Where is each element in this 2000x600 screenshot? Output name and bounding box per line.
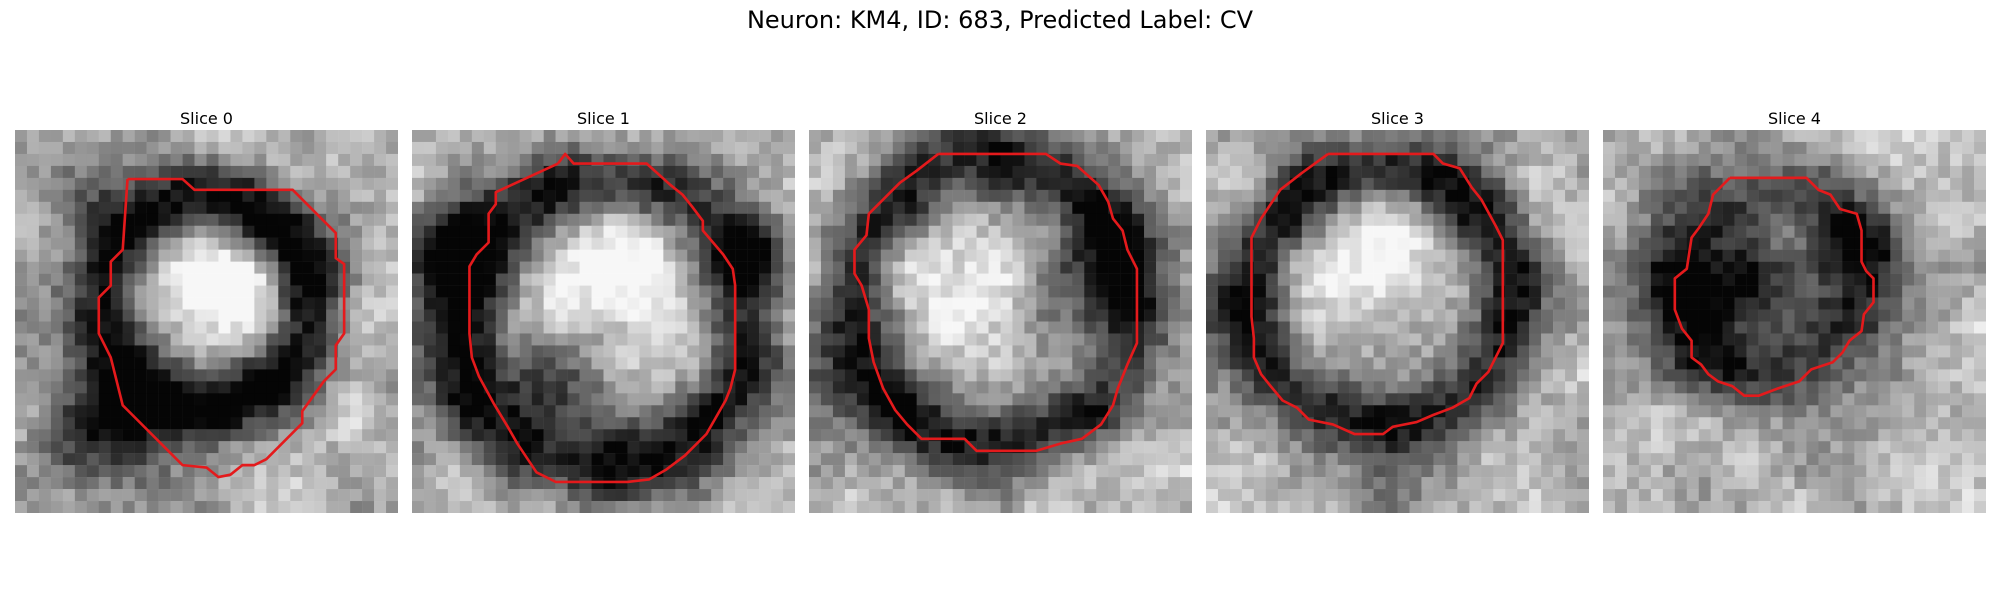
slice-image-svg	[1206, 130, 1589, 513]
slice-panel-2: Slice 2	[809, 108, 1192, 513]
slice-image-svg	[412, 130, 795, 513]
slice-image-svg	[1603, 130, 1986, 513]
slice-image	[15, 130, 398, 513]
slice-image	[1603, 130, 1986, 513]
slice-title: Slice 3	[1371, 109, 1424, 128]
slice-panel-3: Slice 3	[1206, 108, 1589, 513]
segmentation-contour	[1250, 152, 1505, 436]
slice-image-svg	[809, 130, 1192, 513]
slice-title: Slice 0	[180, 109, 233, 128]
segmentation-contour	[468, 152, 737, 484]
slice-panel-1: Slice 1	[412, 108, 795, 513]
slice-image	[809, 130, 1192, 513]
slice-image	[1206, 130, 1589, 513]
slice-title: Slice 1	[577, 109, 630, 128]
segmentation-contour	[97, 177, 346, 479]
slice-image	[412, 130, 795, 513]
slice-panel-4: Slice 4	[1603, 108, 1986, 513]
slice-title: Slice 4	[1768, 109, 1821, 128]
segmentation-contour	[1673, 176, 1875, 398]
slice-title: Slice 2	[974, 109, 1027, 128]
segmentation-contour	[853, 152, 1139, 453]
slice-image-svg	[15, 130, 398, 513]
slice-panel-0: Slice 0	[15, 108, 398, 513]
figure-title: Neuron: KM4, ID: 683, Predicted Label: C…	[746, 6, 1254, 34]
